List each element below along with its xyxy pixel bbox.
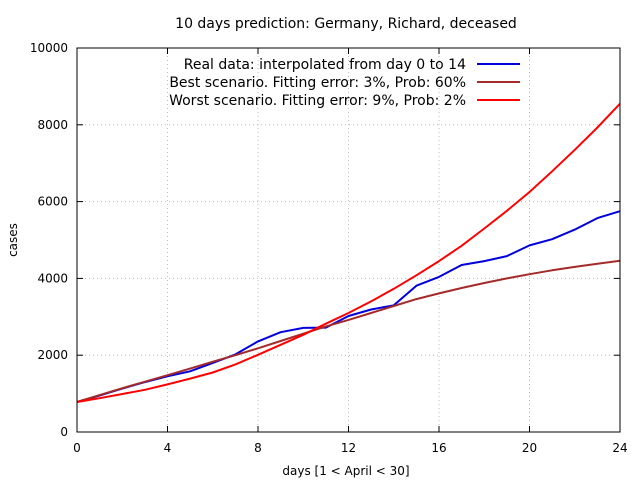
x-tick-label: 8 (254, 441, 262, 455)
x-tick-label: 16 (431, 441, 446, 455)
x-axis-label: days [1 < April < 30] (282, 464, 409, 478)
legend: Real data: interpolated from day 0 to 14… (169, 57, 520, 109)
series-line-3 (76, 103, 621, 403)
legend-entry-3: Worst scenario. Fitting error: 9%, Prob:… (169, 93, 466, 109)
y-tick-label: 2000 (37, 348, 68, 362)
x-tick-label: 24 (612, 441, 627, 455)
x-axis-ticks: 0 4 8 12 16 20 24 (73, 48, 628, 455)
y-axis-ticks: 0 2000 4000 6000 8000 10000 (30, 41, 620, 439)
y-tick-label: 6000 (37, 195, 68, 209)
y-tick-label: 0 (60, 425, 68, 439)
x-tick-label: 4 (164, 441, 172, 455)
x-tick-label: 12 (341, 441, 356, 455)
x-tick-label: 0 (73, 441, 81, 455)
grid (77, 48, 620, 432)
y-axis-label: cases (6, 223, 20, 257)
chart-title: 10 days prediction: Germany, Richard, de… (175, 16, 517, 32)
series-line-1 (76, 210, 621, 403)
x-tick-label: 20 (522, 441, 537, 455)
series-line-2 (76, 259, 621, 403)
series-lines (76, 103, 621, 403)
y-tick-label: 8000 (37, 118, 68, 132)
y-tick-label: 10000 (30, 41, 68, 55)
legend-entry-2: Best scenario. Fitting error: 3%, Prob: … (169, 75, 466, 91)
y-tick-label: 4000 (37, 271, 68, 285)
legend-entry-1: Real data: interpolated from day 0 to 14 (184, 57, 466, 73)
